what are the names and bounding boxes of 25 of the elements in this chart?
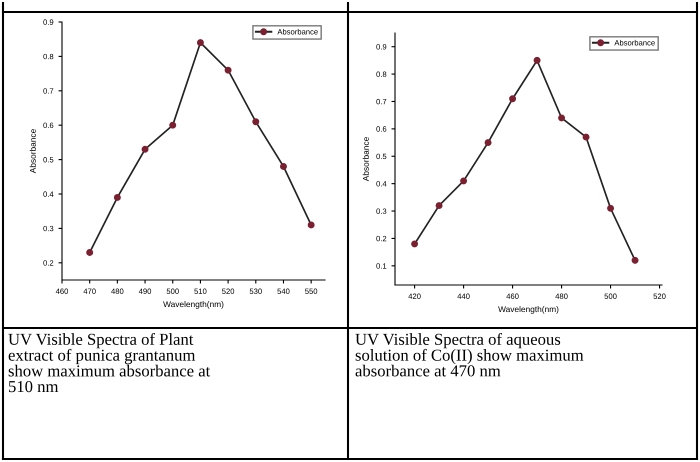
point xyxy=(252,118,260,126)
point xyxy=(280,163,287,170)
point xyxy=(196,39,204,46)
y-axis-title: Absorbance xyxy=(30,129,36,174)
point xyxy=(86,249,94,256)
point xyxy=(224,66,232,74)
point xyxy=(114,194,121,201)
point xyxy=(169,122,176,129)
x-axis-title: Wavelength(nm) xyxy=(498,306,558,314)
point xyxy=(460,177,468,184)
point xyxy=(484,139,492,146)
point xyxy=(308,221,315,228)
y-axis-title: Absorbance xyxy=(362,137,369,182)
point xyxy=(142,146,149,153)
point xyxy=(558,114,566,122)
text: UV Visible Spectra of aqueous solution of Co(II) show maximum absorbance at 470 nm xyxy=(355,333,584,376)
point xyxy=(632,256,639,264)
point xyxy=(509,95,516,102)
text: UV Visible Spectra of Plant extract of punica grantanum show maximum absorbance at 510 nm xyxy=(8,333,210,392)
point xyxy=(411,240,418,248)
point xyxy=(534,56,541,64)
x-axis-title: Wavelength(nm) xyxy=(163,301,224,309)
point xyxy=(436,202,443,210)
point xyxy=(582,134,590,141)
point xyxy=(607,204,614,212)
